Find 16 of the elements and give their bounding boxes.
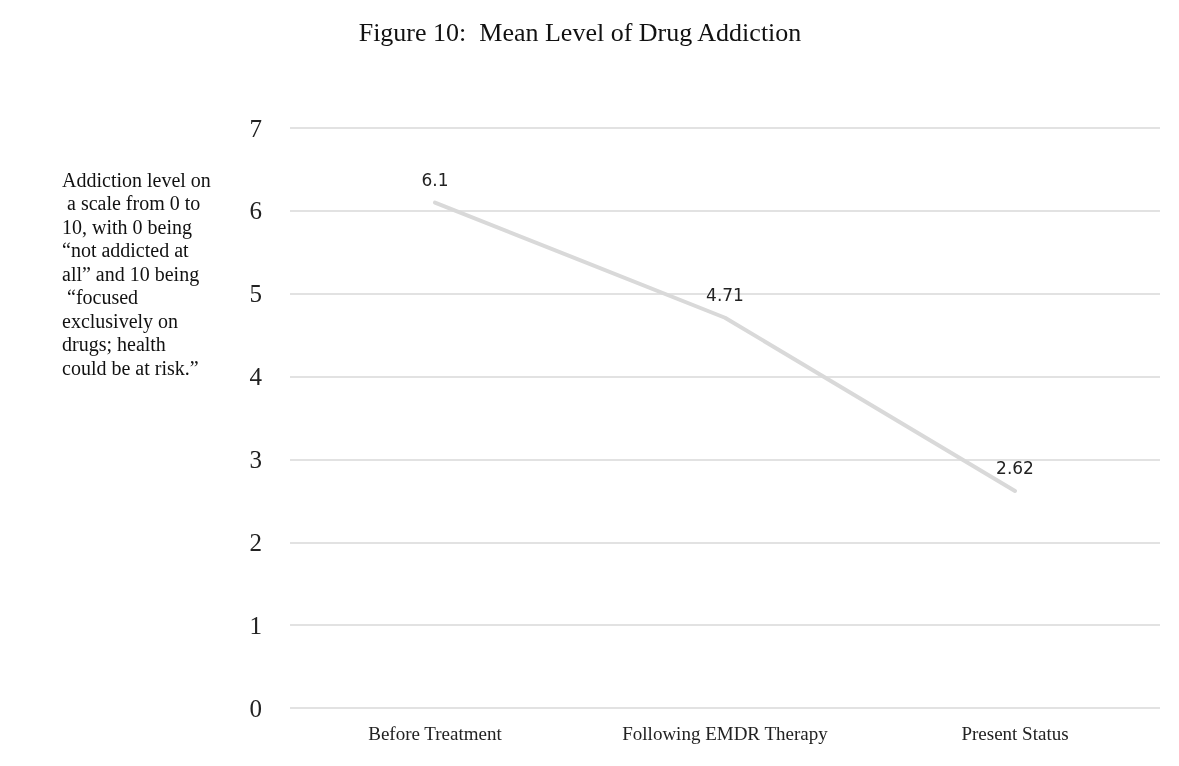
- y-tick-label: 2: [249, 528, 262, 556]
- data-label: 2.62: [996, 458, 1034, 479]
- y-tick-label: 1: [249, 611, 262, 639]
- data-label: 6.1: [421, 170, 449, 191]
- chart-title: Figure 10: Mean Level of Drug Addiction: [358, 17, 802, 47]
- data-label: 4.71: [706, 285, 744, 306]
- y-tick-label: 0: [249, 694, 262, 722]
- y-tick-label: 4: [249, 363, 263, 391]
- y-tick-label: 3: [249, 445, 262, 473]
- y-tick-label: 6: [249, 197, 262, 225]
- x-tick-label: Present Status: [961, 723, 1069, 744]
- x-tick-label: Following EMDR Therapy: [622, 723, 829, 744]
- y-tick-label: 5: [249, 280, 262, 308]
- y-tick-label: 7: [249, 114, 262, 142]
- x-tick-label: Before Treatment: [368, 723, 503, 744]
- text: Addiction level on a scale from 0 to 10, with 0 being “not addicted at all” and 10 being “focused exclusively on drugs; health could be at risk.”: [62, 168, 211, 379]
